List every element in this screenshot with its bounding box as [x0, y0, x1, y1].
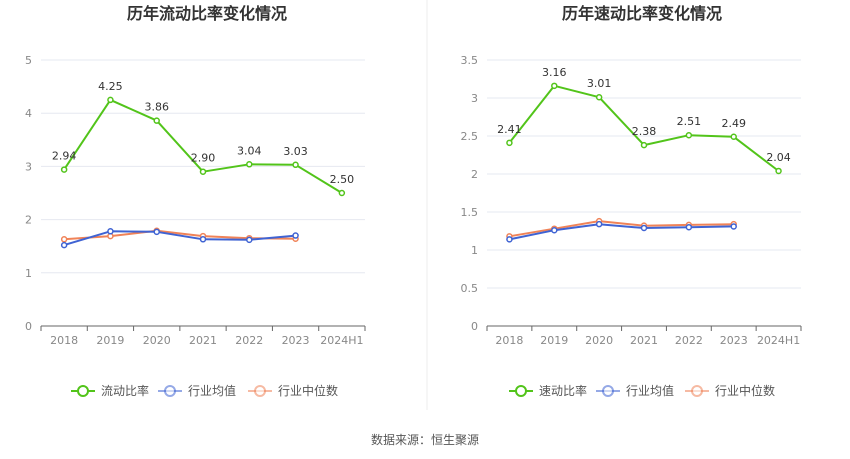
y-tick-label: 3.5	[461, 54, 479, 67]
legend-label: 行业中位数	[715, 383, 775, 398]
legend-marker	[515, 385, 527, 397]
data-point-industry-mean-line	[292, 232, 299, 239]
y-tick-label: 4	[25, 107, 32, 120]
legend-marker	[602, 385, 614, 397]
x-tick-label: 2020	[143, 334, 171, 347]
series-line-industry-median-line	[509, 220, 734, 238]
chart-title: 历年流动比率变化情况	[127, 4, 287, 23]
data-point-industry-mean-line	[60, 241, 68, 249]
x-tick-label: 2020	[585, 334, 613, 347]
x-tick-label: 2018	[50, 334, 78, 347]
chart-title: 历年速动比率变化情况	[562, 4, 722, 23]
data-label: 4.25	[98, 80, 123, 93]
data-point-industry-mean-line	[506, 236, 513, 243]
y-tick-label: 1	[25, 267, 32, 280]
data-point-ratio-line	[338, 189, 346, 197]
data-point-industry-mean-line	[730, 223, 737, 230]
data-point-ratio-line	[685, 131, 693, 139]
data-point-industry-mean-line	[685, 223, 693, 231]
legend-label: 流动比率	[101, 383, 149, 398]
data-point-ratio-line	[595, 93, 603, 101]
y-tick-label: 3	[471, 92, 478, 105]
x-tick-label: 2018	[495, 334, 523, 347]
data-point-ratio-line	[730, 133, 737, 141]
y-tick-label: 2	[471, 168, 478, 181]
legend-marker	[164, 385, 176, 397]
y-tick-label: 1	[471, 244, 478, 257]
data-point-industry-mean-line	[551, 226, 558, 234]
data-point-ratio-line	[506, 139, 513, 147]
x-tick-label: 2021	[630, 334, 658, 347]
data-point-ratio-line	[153, 117, 160, 124]
x-tick-label: 2023	[282, 334, 310, 347]
data-label: 2.49	[721, 117, 746, 130]
data-point-industry-mean-line	[153, 228, 160, 236]
current-ratio-chart: 历年流动比率变化情况 0 1 2 3 4 5 2018 2019 2020 2021 2022 2023…	[25, 4, 366, 398]
data-point-industry-median-line	[60, 236, 68, 243]
legend-marker	[254, 385, 266, 397]
data-label: 3.01	[587, 77, 612, 90]
data-label: 2.90	[191, 152, 216, 165]
data-point-ratio-line	[775, 167, 782, 175]
data-label: 3.04	[237, 144, 262, 157]
data-point-ratio-line	[60, 166, 68, 173]
x-tick-label: 2023	[720, 334, 748, 347]
y-tick-label: 0	[471, 320, 478, 333]
data-label: 2.04	[766, 151, 791, 164]
y-tick-label: 5	[25, 54, 32, 67]
x-tick-label: 2022	[675, 334, 703, 347]
data-point-ratio-line	[199, 168, 207, 175]
x-tick-label: 2024H1	[320, 334, 363, 347]
data-point-industry-mean-line	[246, 236, 253, 244]
data-point-ratio-line	[551, 82, 558, 90]
legend-label: 速动比率	[539, 383, 587, 398]
x-tick-label: 2024H1	[757, 334, 800, 347]
legend-marker	[77, 385, 89, 397]
series-line-industry-mean-line	[509, 223, 734, 241]
data-label: 2.94	[52, 150, 77, 163]
data-point-ratio-line	[107, 96, 114, 104]
quick-ratio-chart: 历年速动比率变化情况 0 0.5 1 1.5 2 2.5 3 3.5 2018 2019 2020 20…	[461, 4, 802, 398]
series-line-industry-mean-line	[63, 230, 296, 247]
data-point-industry-mean-line	[595, 220, 603, 228]
legend-label: 行业中位数	[278, 383, 338, 398]
legend-label: 行业均值	[188, 383, 236, 398]
data-point-ratio-line	[292, 161, 299, 169]
data-label: 3.03	[283, 145, 308, 158]
legend-marker	[691, 385, 703, 397]
data-point-ratio-line	[640, 141, 648, 149]
data-label: 2.50	[330, 173, 355, 186]
data-label: 3.86	[144, 101, 169, 114]
y-tick-label: 2	[25, 214, 32, 227]
data-label: 2.51	[677, 115, 702, 128]
x-tick-label: 2022	[235, 334, 263, 347]
x-tick-label: 2019	[96, 334, 124, 347]
y-tick-label: 0	[25, 320, 32, 333]
data-source-note: 数据来源：恒生聚源	[370, 433, 479, 447]
data-point-industry-mean-line	[199, 236, 207, 243]
x-tick-label: 2019	[540, 334, 568, 347]
data-label: 2.41	[497, 123, 522, 136]
y-tick-label: 2.5	[461, 130, 479, 143]
legend-label: 行业均值	[626, 383, 674, 398]
data-point-industry-mean-line	[640, 224, 648, 232]
y-tick-label: 3	[25, 160, 32, 173]
y-tick-label: 0.5	[461, 282, 479, 295]
data-label: 3.16	[542, 66, 567, 79]
data-label: 2.38	[632, 125, 657, 138]
x-tick-label: 2021	[189, 334, 217, 347]
data-point-industry-mean-line	[107, 228, 114, 235]
data-point-ratio-line	[246, 161, 253, 168]
y-tick-label: 1.5	[461, 206, 479, 219]
